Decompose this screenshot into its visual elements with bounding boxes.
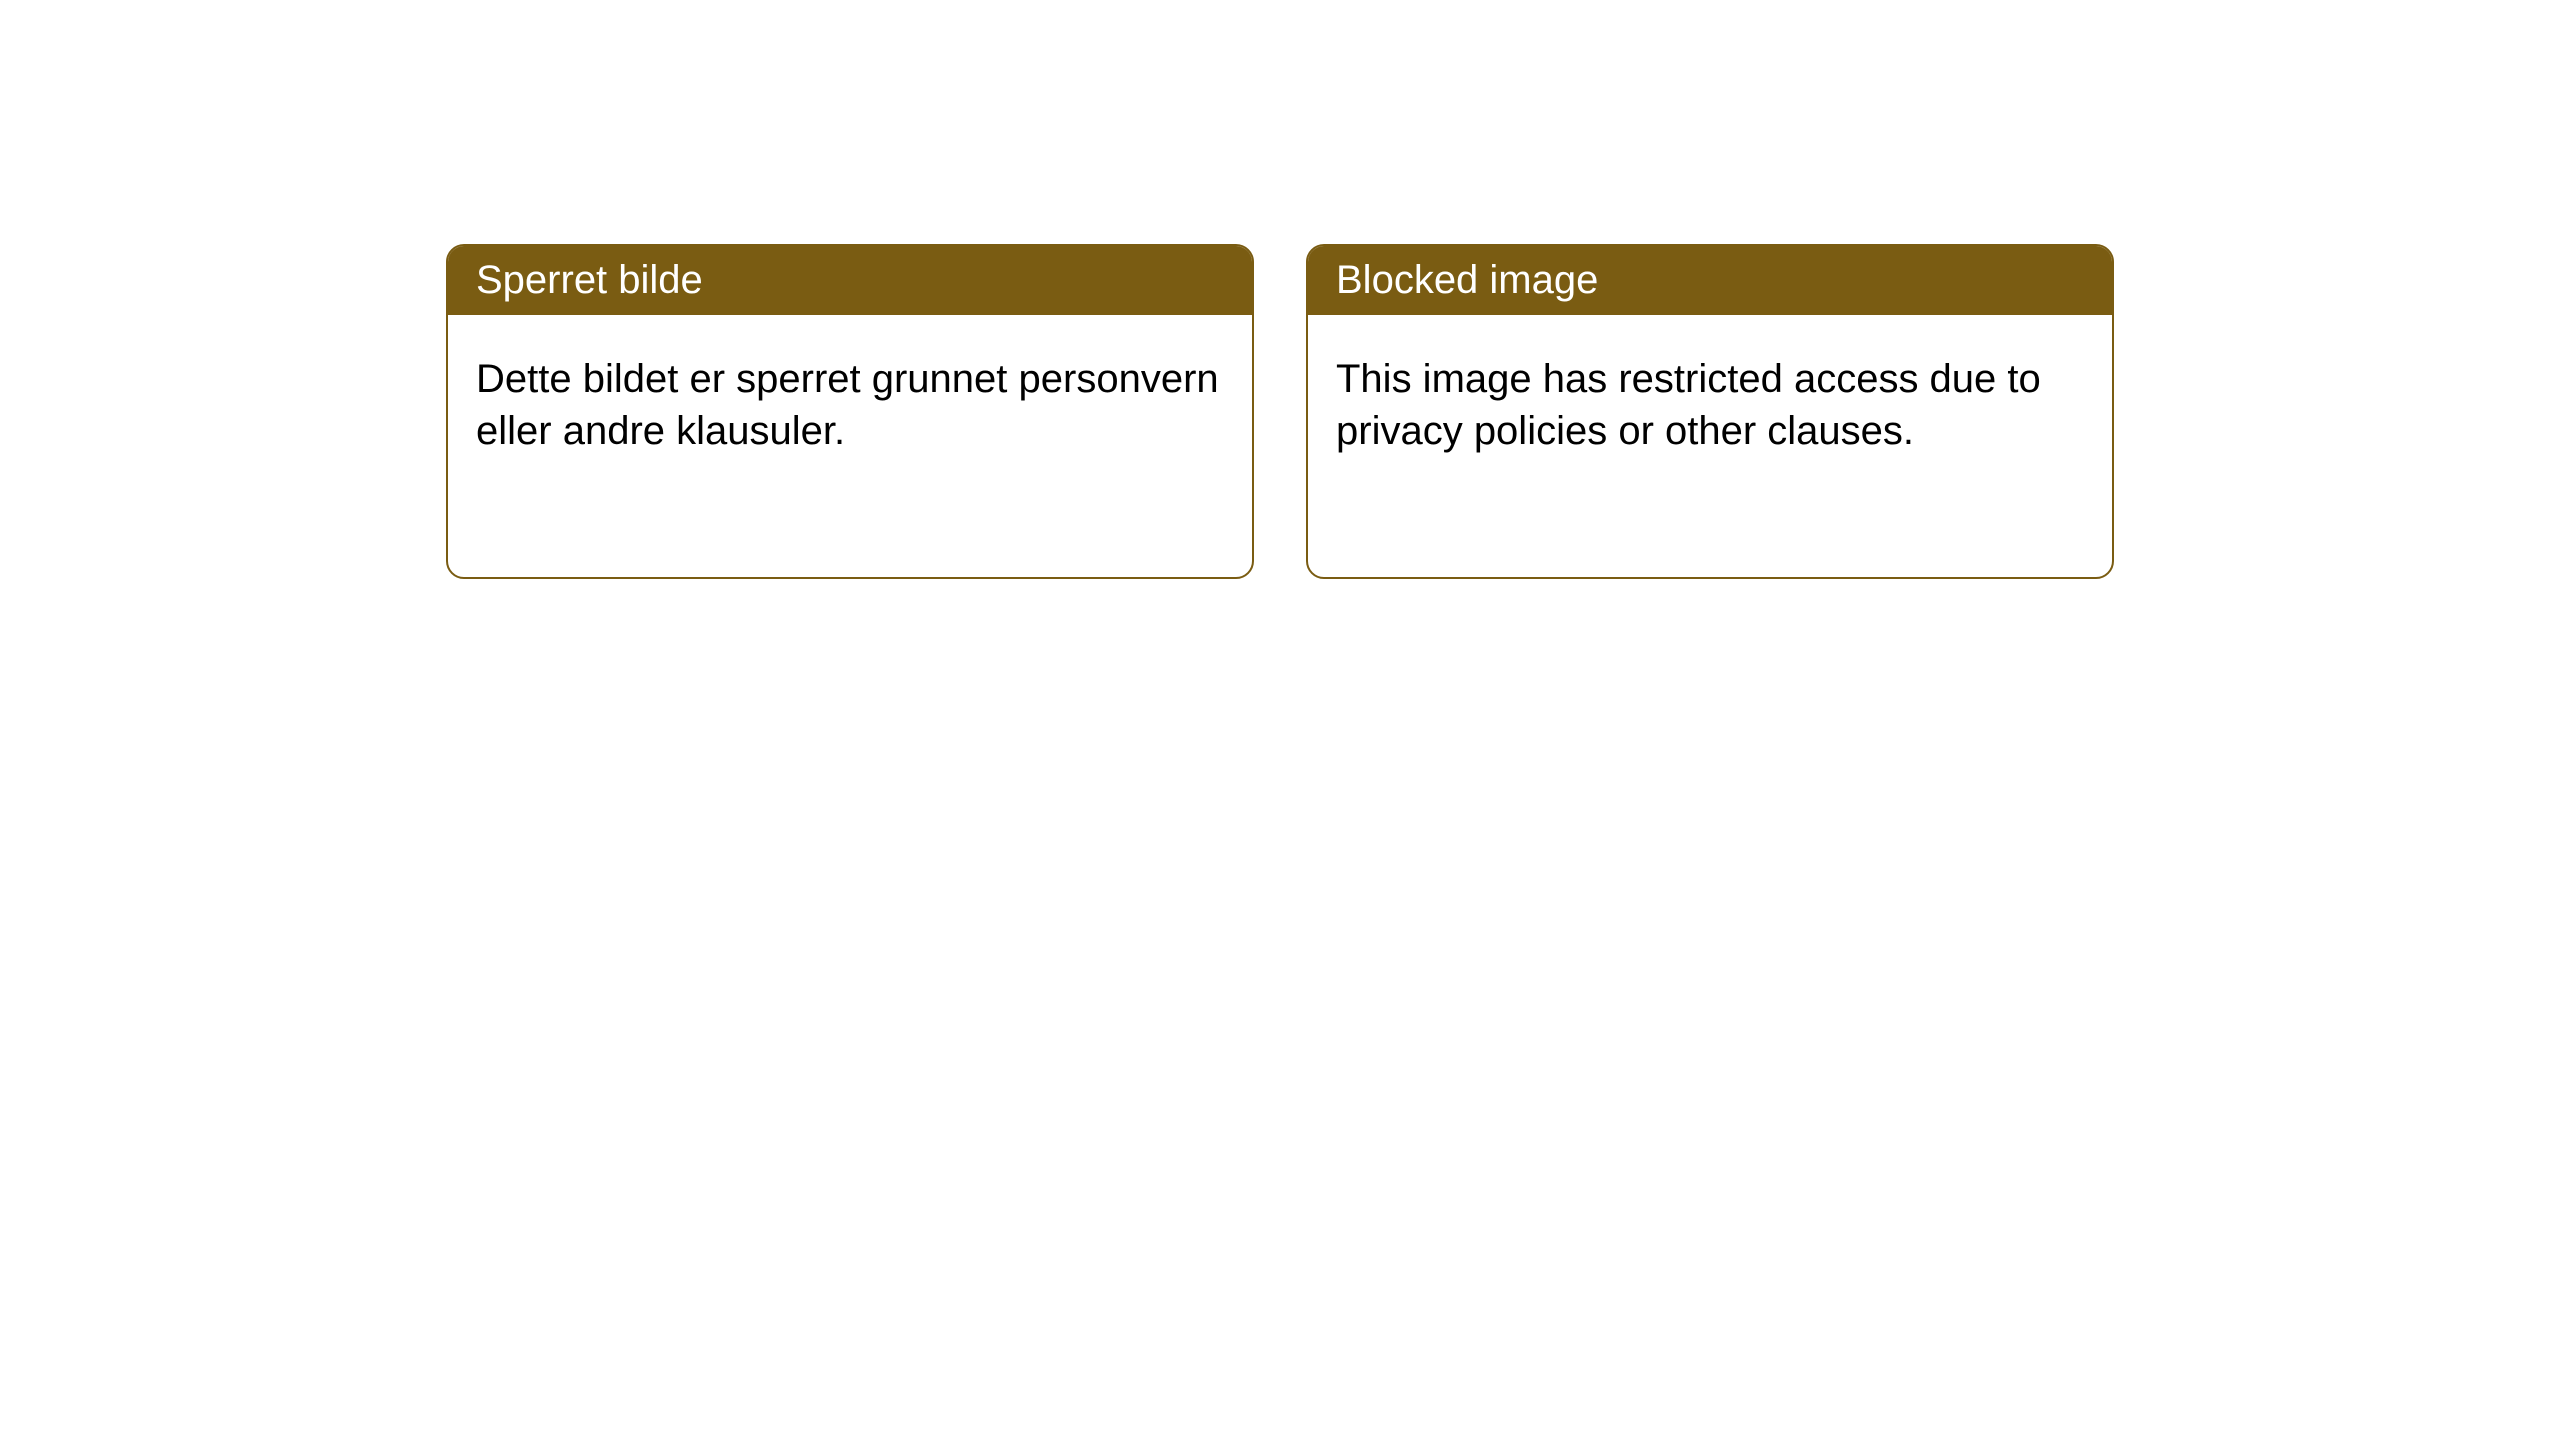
notice-title-english: Blocked image: [1308, 246, 2112, 315]
notice-card-english: Blocked image This image has restricted …: [1306, 244, 2114, 579]
notice-title-norwegian: Sperret bilde: [448, 246, 1252, 315]
notice-body-english: This image has restricted access due to …: [1308, 315, 2112, 495]
notice-card-norwegian: Sperret bilde Dette bildet er sperret gr…: [446, 244, 1254, 579]
notice-body-norwegian: Dette bildet er sperret grunnet personve…: [448, 315, 1252, 495]
notice-container: Sperret bilde Dette bildet er sperret gr…: [0, 0, 2560, 579]
